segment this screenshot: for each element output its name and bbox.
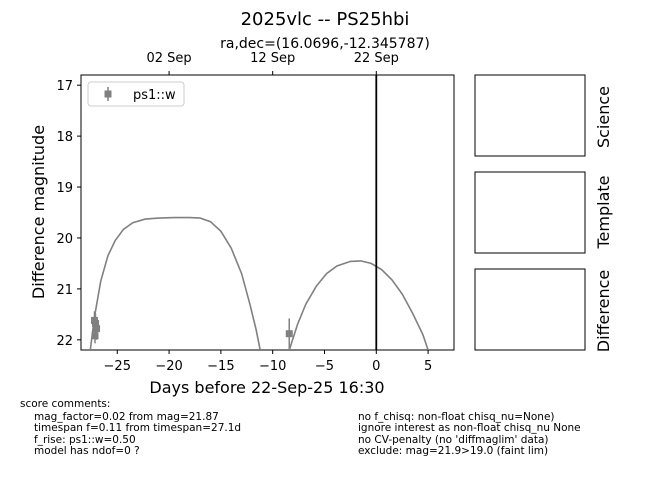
- legend-label: ps1::w: [133, 88, 176, 103]
- top-tick-label: 12 Sep: [250, 51, 295, 66]
- score-comment-left-1: mag_factor=0.02 from mag=21.87: [34, 411, 219, 423]
- difference-panel-label: Difference: [594, 270, 613, 352]
- x-tick-label: 0: [372, 359, 380, 374]
- difference-panel: [474, 268, 586, 351]
- image-panels: Science Template Difference: [474, 74, 613, 352]
- score-comments-header: score comments:: [20, 398, 111, 410]
- data-point: [285, 330, 293, 338]
- plot-area: −25 −20 −15 −10 −5 0 5 17 18 19 20 21 22 02 Sep 12 S…: [29, 51, 455, 397]
- data-point: [91, 332, 99, 340]
- model-curve-2: [288, 260, 429, 350]
- chart-title: 2025vlc -- PS25hbi: [241, 9, 410, 30]
- data-point: [93, 325, 101, 333]
- score-comment-left-3: f_rise: ps1::w=0.50: [34, 434, 136, 446]
- y-tick-label: 22: [56, 334, 73, 349]
- y-tick-label: 18: [56, 130, 73, 145]
- score-comment-left-4: model has ndof=0 ?: [34, 445, 140, 457]
- x-axis-label: Days before 22-Sep-25 16:30: [149, 378, 384, 397]
- top-tick-label: 22 Sep: [354, 51, 399, 66]
- data-point: [92, 320, 100, 328]
- legend-marker: [104, 90, 112, 98]
- score-comment-right-4: exclude: mag=21.9>19.0 (faint lim): [358, 445, 549, 457]
- chart-subtitle: ra,dec=(16.0696,-12.345787): [220, 36, 430, 52]
- x-tick-label: 5: [424, 359, 432, 374]
- y-axis-label: Difference magnitude: [29, 125, 48, 299]
- score-comment-right-3: no CV-penalty (no 'diffmaglim' data): [358, 434, 549, 446]
- legend: ps1::w: [87, 81, 185, 107]
- x-tick-label: −20: [155, 359, 182, 374]
- template-panel-label: Template: [594, 175, 613, 249]
- x-tick-label: −25: [104, 359, 131, 374]
- science-panel: [474, 74, 586, 157]
- legend-box: [87, 81, 185, 107]
- x-tick-label: −15: [207, 359, 234, 374]
- score-comment-right-2: ignore interest as non-float chisq_nu No…: [358, 422, 581, 434]
- template-panel: [474, 171, 586, 254]
- y-tick-label: 21: [56, 283, 73, 298]
- y-tick-label: 17: [56, 79, 73, 94]
- x-tick-label: −10: [259, 359, 286, 374]
- plot-frame: [80, 74, 455, 351]
- y-tick-label: 19: [56, 181, 73, 196]
- model-curve-1: [89, 216, 261, 350]
- top-tick-label: 02 Sep: [146, 51, 191, 66]
- score-comment-right-1: no f_chisq: non-float chisq_nu=None): [358, 411, 555, 423]
- score-comment-left-2: timespan f=0.11 from timespan=27.1d: [34, 422, 242, 434]
- science-panel-label: Science: [594, 86, 613, 148]
- x-tick-label: −5: [315, 359, 334, 374]
- y-tick-label: 20: [56, 232, 73, 247]
